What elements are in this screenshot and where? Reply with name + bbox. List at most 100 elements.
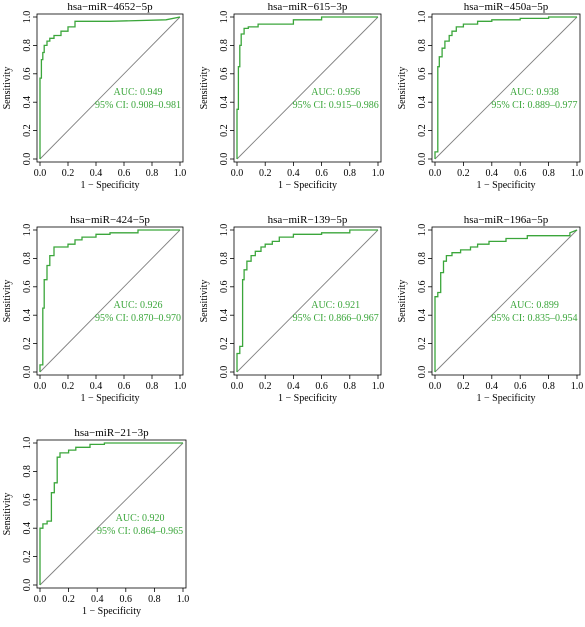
roc-curve — [236, 16, 378, 159]
auc-annotation: AUC: 0.921 — [311, 300, 360, 311]
x-tick-label: 0.6 — [120, 594, 133, 605]
x-tick-label: 0.8 — [148, 594, 161, 605]
y-tick-label: 0.0 — [417, 366, 428, 379]
y-tick-label: 0.6 — [219, 68, 230, 81]
y-axis-label: Sensitivity — [2, 493, 13, 536]
x-tick-label: 0.2 — [62, 594, 75, 605]
reference-diagonal — [39, 229, 181, 373]
y-axis-label: Sensitivity — [199, 67, 210, 110]
y-tick-label: 0.0 — [219, 153, 230, 166]
plot-frame — [233, 13, 382, 163]
plot-frame — [36, 226, 184, 376]
y-tick-label: 0.8 — [219, 252, 230, 265]
x-tick-label: 0.8 — [146, 381, 159, 392]
ci-annotation: 95% CI: 0.908–0.981 — [95, 100, 181, 111]
y-tick-label: 1.0 — [22, 437, 33, 450]
x-tick-label: 0.8 — [146, 168, 159, 179]
y-tick-label: 0.0 — [22, 153, 33, 166]
x-axis-label: 1 − Specificity — [81, 180, 140, 191]
x-tick-label: 0.2 — [259, 168, 272, 179]
y-tick-label: 0.0 — [219, 366, 230, 379]
reference-diagonal — [39, 442, 184, 586]
roc-panel: 0.00.0 0.2 0.2 0.4 0.4 0.6 0.6 0.8 0.8 1.0 1.0 hsa−… — [2, 214, 186, 404]
plot-frame — [36, 439, 187, 589]
x-tick-label: 1.0 — [372, 381, 385, 392]
x-axis-label: 1 − Specificity — [477, 393, 536, 404]
panel-title: hsa−miR−139−5p — [268, 214, 348, 226]
plot-frame — [431, 226, 581, 376]
y-axis-label: Sensitivity — [2, 67, 13, 110]
y-tick-label: 0.6 — [417, 68, 428, 81]
panel-title: hsa−miR−21−3p — [74, 427, 149, 439]
panel-title: hsa−miR−424−5p — [70, 214, 150, 226]
x-tick-label: 0.4 — [287, 381, 300, 392]
x-tick-label: 1.0 — [571, 381, 584, 392]
y-tick-label: 0.2 — [219, 124, 230, 137]
x-tick-label: 0.0 — [429, 168, 442, 179]
y-tick-label: 0.4 — [417, 309, 428, 322]
y-tick-label: 1.0 — [22, 224, 33, 237]
roc-panel: 0.00.0 0.2 0.2 0.4 0.4 0.6 0.6 0.8 0.8 1.0 1.0 hsa−… — [199, 1, 384, 191]
y-tick-label: 0.2 — [417, 124, 428, 137]
x-tick-label: 0.4 — [90, 381, 103, 392]
reference-diagonal — [236, 229, 379, 373]
y-tick-label: 0.8 — [417, 252, 428, 265]
x-tick-label: 0.0 — [429, 381, 442, 392]
x-tick-label: 0.2 — [457, 381, 470, 392]
y-tick-label: 0.8 — [22, 252, 33, 265]
roc-curve — [434, 16, 577, 159]
y-tick-label: 0.6 — [22, 68, 33, 81]
y-tick-label: 0.2 — [219, 337, 230, 350]
auc-annotation: AUC: 0.899 — [510, 300, 559, 311]
y-tick-label: 0.6 — [417, 281, 428, 294]
y-tick-label: 1.0 — [417, 224, 428, 237]
reference-diagonal — [434, 16, 578, 160]
x-tick-label: 1.0 — [174, 168, 187, 179]
x-tick-label: 0.2 — [457, 168, 470, 179]
roc-curve — [39, 229, 180, 372]
x-tick-label: 0.2 — [62, 381, 75, 392]
x-tick-label: 0.4 — [287, 168, 300, 179]
auc-annotation: AUC: 0.956 — [311, 87, 360, 98]
x-tick-label: 1.0 — [174, 381, 187, 392]
x-axis-label: 1 − Specificity — [82, 606, 141, 617]
y-axis-label: Sensitivity — [397, 280, 408, 323]
ci-annotation: 95% CI: 0.870–0.970 — [95, 313, 181, 324]
x-tick-label: 0.2 — [62, 168, 75, 179]
auc-annotation: AUC: 0.920 — [116, 513, 165, 524]
y-tick-label: 0.4 — [417, 96, 428, 109]
panel-title: hsa−miR−615−3p — [268, 1, 348, 13]
x-axis-label: 1 − Specificity — [278, 180, 337, 191]
ci-annotation: 95% CI: 0.889–0.977 — [491, 100, 577, 111]
y-axis-label: Sensitivity — [397, 67, 408, 110]
x-tick-label: 0.8 — [542, 168, 555, 179]
y-tick-label: 0.4 — [22, 309, 33, 322]
panel-title: hsa−miR−4652−5p — [67, 1, 153, 13]
panel-title: hsa−miR−450a−5p — [464, 1, 549, 13]
roc-curve — [236, 229, 378, 372]
y-tick-label: 1.0 — [219, 11, 230, 24]
auc-annotation: AUC: 0.938 — [510, 87, 559, 98]
y-tick-label: 0.2 — [417, 337, 428, 350]
x-tick-label: 0.6 — [118, 168, 131, 179]
ci-annotation: 95% CI: 0.866–0.967 — [293, 313, 379, 324]
y-tick-label: 0.8 — [417, 39, 428, 52]
x-axis-label: 1 − Specificity — [81, 393, 140, 404]
x-tick-label: 0.0 — [34, 381, 47, 392]
y-tick-label: 0.6 — [22, 494, 33, 507]
ci-annotation: 95% CI: 0.864–0.965 — [97, 526, 183, 537]
y-tick-label: 0.0 — [22, 579, 33, 592]
x-tick-label: 0.6 — [315, 168, 328, 179]
x-tick-label: 0.8 — [344, 168, 357, 179]
y-tick-label: 0.2 — [22, 337, 33, 350]
x-tick-label: 0.6 — [514, 168, 527, 179]
y-tick-label: 0.4 — [219, 96, 230, 109]
roc-curve — [434, 229, 578, 372]
reference-diagonal — [236, 16, 379, 160]
x-tick-label: 0.4 — [91, 594, 104, 605]
roc-panel: 0.00.0 0.2 0.2 0.4 0.4 0.6 0.6 0.8 0.8 1.0 1.0 hsa−… — [199, 214, 384, 404]
x-tick-label: 0.6 — [118, 381, 131, 392]
x-axis-label: 1 − Specificity — [477, 180, 536, 191]
x-tick-label: 1.0 — [372, 168, 385, 179]
plot-frame — [233, 226, 382, 376]
